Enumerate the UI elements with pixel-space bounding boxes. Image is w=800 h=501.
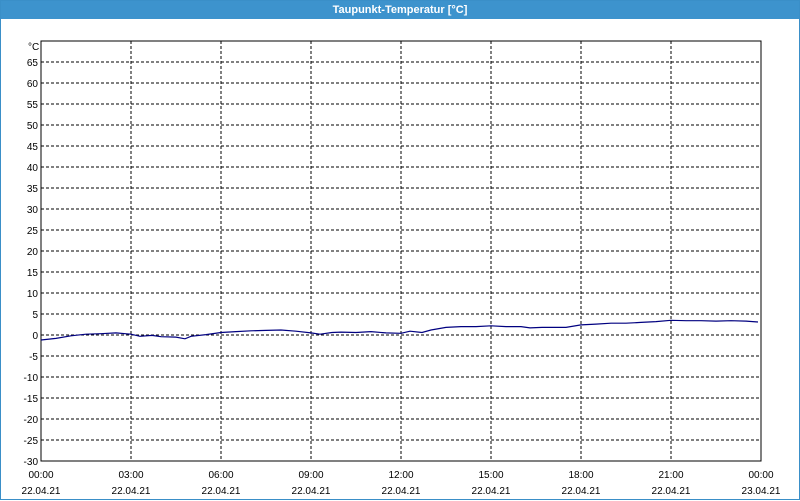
x-tick-date-label: 23.04.21 [742, 486, 781, 497]
y-tick-label: -5 [29, 352, 38, 363]
x-tick-date-label: 22.04.21 [382, 486, 421, 497]
y-axis-unit-label: °C [28, 42, 39, 53]
y-tick-label: 5 [32, 310, 38, 321]
x-tick-date-label: 22.04.21 [22, 486, 61, 497]
y-tick-label: 25 [27, 226, 39, 237]
x-tick-date-label: 22.04.21 [472, 486, 511, 497]
x-tick-time-label: 18:00 [568, 470, 593, 481]
y-tick-label: 40 [27, 163, 39, 174]
x-axis-ticks: 00:00 22.04.21 03:00 22.04.21 06:00 22.04.21 0… [22, 470, 781, 497]
y-tick-label: 30 [27, 205, 39, 216]
y-tick-label: -20 [24, 415, 39, 426]
x-tick-date-label: 22.04.21 [292, 486, 331, 497]
x-tick-time-label: 00:00 [748, 470, 773, 481]
x-tick-date-label: 22.04.21 [562, 486, 601, 497]
series-group [40, 319, 759, 341]
y-tick-label: 45 [27, 142, 39, 153]
y-tick-label: 65 [27, 58, 39, 69]
x-tick-time-label: 09:00 [298, 470, 323, 481]
window-title: Taupunkt-Temperatur [°C] [1, 1, 799, 19]
x-tick-date-label: 22.04.21 [652, 486, 691, 497]
chart-grid [41, 41, 761, 461]
y-tick-label: 35 [27, 184, 39, 195]
plot-frame [40, 40, 762, 462]
series-line [40, 319, 759, 341]
y-tick-label: 10 [27, 289, 39, 300]
y-tick-label: 60 [27, 79, 39, 90]
y-tick-label: -10 [24, 373, 39, 384]
y-tick-label: -15 [24, 394, 39, 405]
x-tick-time-label: 03:00 [118, 470, 143, 481]
y-tick-label: -25 [24, 436, 39, 447]
x-tick-time-label: 00:00 [28, 470, 53, 481]
x-tick-date-label: 22.04.21 [112, 486, 151, 497]
x-tick-time-label: 15:00 [478, 470, 503, 481]
x-tick-time-label: 12:00 [388, 470, 413, 481]
y-tick-label: 55 [27, 100, 39, 111]
y-tick-label: 50 [27, 121, 39, 132]
x-tick-time-label: 06:00 [208, 470, 233, 481]
x-tick-date-label: 22.04.21 [202, 486, 241, 497]
y-tick-label: 0 [32, 331, 38, 342]
x-tick-time-label: 21:00 [658, 470, 683, 481]
y-tick-label: 15 [27, 268, 39, 279]
y-tick-label: -30 [24, 457, 39, 468]
y-axis-ticks: 65605550454035302520151050-5-10-15-20-25… [24, 58, 39, 468]
y-tick-label: 20 [27, 247, 39, 258]
